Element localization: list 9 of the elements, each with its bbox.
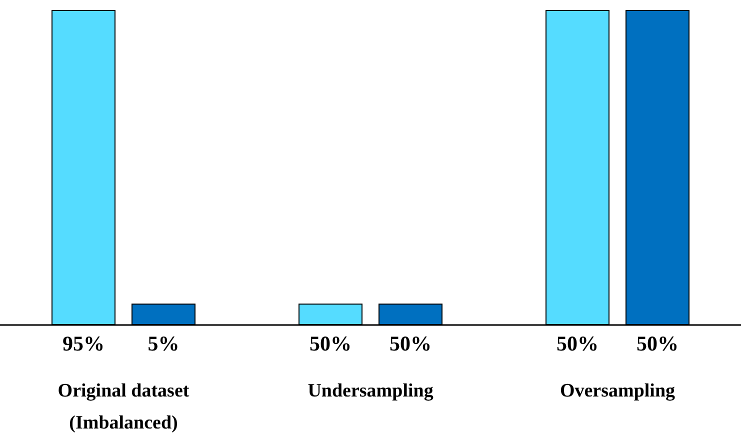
x-tick-label: Oversampling — [560, 380, 676, 402]
text: 5% — [148, 332, 180, 356]
x-tick-label: Original dataset (Imbalanced) — [58, 380, 190, 434]
text: 50% — [310, 332, 352, 356]
text: 50% — [636, 332, 678, 356]
x-tick-label: Undersampling — [308, 380, 434, 402]
text: 50% — [556, 332, 598, 356]
text: 95% — [62, 332, 104, 356]
text: 50% — [390, 332, 432, 356]
